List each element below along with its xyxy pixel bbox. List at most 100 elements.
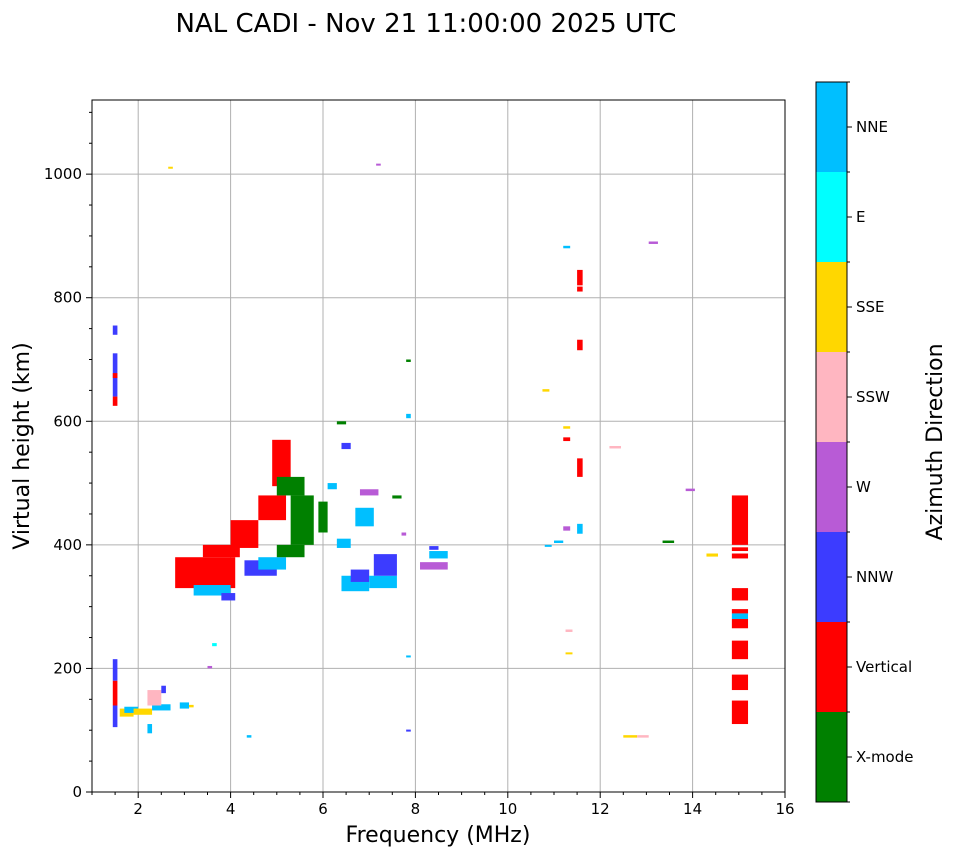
trace-mark-x-mode bbox=[392, 495, 402, 499]
trace-mark-nnw bbox=[429, 546, 439, 550]
trace-mark-vertical bbox=[112, 680, 118, 706]
trace-mark-nne bbox=[124, 706, 139, 713]
trace-mark-sse bbox=[563, 426, 571, 429]
colorbar-segment-sse bbox=[816, 262, 847, 352]
trace-mark-w bbox=[563, 526, 571, 531]
trace-mark-sse bbox=[542, 389, 550, 392]
colorbar-tick-label: NNE bbox=[856, 118, 888, 136]
trace-mark-w bbox=[420, 562, 448, 570]
trace-mark-vertical bbox=[577, 269, 583, 286]
trace-mark-vertical bbox=[731, 547, 749, 552]
trace-mark-nnw bbox=[221, 593, 236, 601]
colorbar-segment-vertical bbox=[816, 622, 847, 712]
trace-mark-nne bbox=[179, 702, 190, 709]
trace-mark-nnw bbox=[112, 325, 118, 335]
trace-mark-nne bbox=[327, 483, 337, 490]
trace-mark-vertical bbox=[577, 458, 583, 477]
plot-frame bbox=[91, 99, 786, 793]
trace-mark-w bbox=[207, 665, 213, 669]
colorbar-tick-label: X-mode bbox=[856, 748, 913, 766]
trace-mark-w bbox=[685, 488, 695, 492]
x-tick-label: 6 bbox=[318, 800, 328, 818]
trace-mark-nne bbox=[731, 613, 749, 619]
trace-mark-nnw bbox=[373, 554, 397, 576]
trace-mark-nnw bbox=[341, 442, 351, 450]
trace-mark-ssw bbox=[609, 446, 621, 449]
grid-lines bbox=[92, 100, 786, 793]
trace-mark-nnw bbox=[112, 705, 118, 728]
x-tick-label: 16 bbox=[775, 800, 794, 818]
trace-mark-nnw bbox=[161, 685, 166, 694]
trace-mark-nne bbox=[544, 544, 552, 547]
trace-mark-nne bbox=[554, 540, 564, 544]
trace-mark-nnw bbox=[112, 659, 118, 681]
trace-mark-vertical bbox=[258, 495, 287, 521]
trace-mark-ssw bbox=[147, 690, 162, 706]
trace-mark-sse bbox=[168, 166, 173, 169]
colorbar: X-mode Vertical NNW W SSW SSE E NNE bbox=[815, 81, 913, 803]
trace-mark-sse bbox=[706, 553, 719, 557]
trace-mark-ssw bbox=[565, 629, 573, 632]
y-tick-label: 600 bbox=[53, 412, 82, 430]
colorbar-tick-label: NNW bbox=[856, 568, 893, 586]
trace-mark-x-mode bbox=[662, 540, 675, 544]
trace-mark-nne bbox=[258, 557, 287, 570]
colorbar-label: Azimuth Direction bbox=[923, 343, 948, 540]
trace-mark-nne bbox=[406, 655, 411, 658]
x-tick-label: 4 bbox=[226, 800, 236, 818]
trace-mark-w bbox=[359, 489, 379, 496]
trace-marks bbox=[112, 163, 749, 738]
colorbar-segment-w bbox=[816, 442, 847, 532]
trace-mark-vertical bbox=[272, 439, 291, 487]
trace-mark-sse bbox=[565, 652, 573, 655]
trace-mark-x-mode bbox=[336, 421, 347, 425]
trace-mark-w bbox=[648, 241, 658, 244]
trace-mark-x-mode bbox=[406, 359, 411, 362]
trace-mark-vertical bbox=[112, 373, 118, 379]
trace-mark-nne bbox=[406, 413, 411, 419]
x-tick-label: 2 bbox=[133, 800, 143, 818]
trace-mark-vertical bbox=[731, 609, 749, 614]
x-tick-label: 8 bbox=[411, 800, 421, 818]
trace-mark-nne bbox=[336, 538, 351, 548]
trace-mark-vertical bbox=[731, 674, 749, 691]
trace-mark-vertical bbox=[731, 640, 749, 660]
y-tick-label: 400 bbox=[53, 536, 82, 554]
y-tick-label: 1000 bbox=[44, 165, 82, 183]
x-tick-label: 10 bbox=[498, 800, 517, 818]
y-tick-label: 800 bbox=[53, 289, 82, 307]
colorbar-tick-label: SSW bbox=[856, 388, 890, 406]
trace-mark-vertical bbox=[230, 520, 259, 548]
y-axis-ticks: 0 200 400 600 800 1000 bbox=[44, 111, 92, 801]
colorbar-segment-nnw bbox=[816, 532, 847, 622]
y-tick-label: 0 bbox=[72, 783, 82, 801]
trace-mark-vertical bbox=[731, 495, 749, 545]
trace-mark-vertical bbox=[577, 339, 583, 351]
trace-mark-nne bbox=[193, 585, 231, 596]
chart-title: NAL CADI - Nov 21 11:00:00 2025 UTC bbox=[176, 9, 677, 39]
colorbar-frame bbox=[815, 81, 848, 803]
x-axis-ticks: 2 4 6 8 10 12 14 16 bbox=[91, 792, 795, 818]
trace-mark-vertical bbox=[731, 700, 749, 725]
trace-mark-nne bbox=[147, 724, 153, 734]
trace-mark-x-mode bbox=[276, 476, 305, 496]
trace-mark-nnw bbox=[350, 569, 370, 582]
colorbar-segment-nne bbox=[816, 82, 847, 172]
colorbar-segment-ssw bbox=[816, 352, 847, 442]
y-axis-label: Virtual height (km) bbox=[10, 342, 35, 549]
colorbar-tick-label: W bbox=[856, 478, 871, 496]
trace-mark-w bbox=[376, 163, 381, 166]
trace-mark-vertical bbox=[731, 553, 749, 559]
trace-mark-nne bbox=[577, 523, 583, 534]
trace-mark-vertical bbox=[563, 437, 571, 442]
colorbar-segment-e bbox=[816, 172, 847, 262]
trace-mark-vertical bbox=[731, 619, 749, 629]
trace-mark-vertical bbox=[731, 588, 749, 601]
trace-mark-nne bbox=[246, 735, 252, 738]
colorbar-tick-label: Vertical bbox=[856, 658, 912, 676]
trace-mark-vertical bbox=[112, 396, 118, 406]
x-axis-label: Frequency (MHz) bbox=[346, 823, 531, 848]
trace-mark-nne bbox=[355, 507, 374, 527]
trace-mark-nne bbox=[429, 551, 448, 559]
